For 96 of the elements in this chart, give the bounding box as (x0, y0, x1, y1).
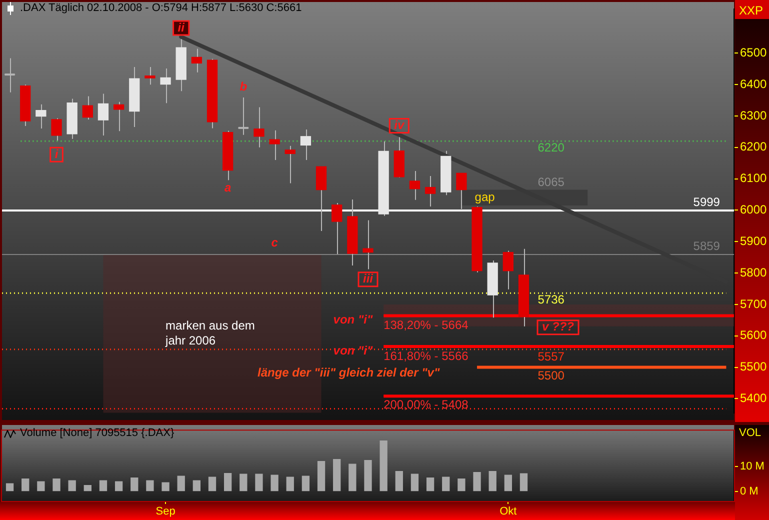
annotation: iii (362, 272, 374, 286)
candlestick (254, 106, 264, 148)
bar (426, 477, 434, 492)
y-tick-label: 0 M (740, 485, 758, 498)
y-tick-label: 5400 (740, 390, 768, 405)
candlestick (51, 118, 62, 141)
annotation: 161,80% - 5566 (384, 348, 469, 363)
y-tick-label: 5600 (740, 328, 768, 342)
candlestick (82, 96, 93, 120)
chart-title: Volume [None] 7095515 {.DAX} (20, 427, 174, 440)
y-tick-label: 10 M (740, 460, 764, 472)
candlestick (456, 172, 467, 210)
ref-line-label: 5557 (538, 350, 565, 364)
candlestick (424, 175, 436, 207)
bar (333, 458, 341, 492)
y-tick-label: 5900 (740, 234, 768, 248)
y-tick-label: 5500 (740, 360, 768, 374)
candlestick (332, 202, 342, 255)
bar (348, 464, 356, 492)
ref-line-label: 5859 (693, 238, 720, 253)
annotation: 6065 (538, 175, 565, 190)
bar (488, 470, 496, 492)
annotation: von "i" (333, 312, 373, 326)
bar (224, 472, 232, 492)
ref-line-label: 5500 (538, 368, 565, 383)
ref-line-label: 5736 (538, 292, 565, 306)
candlestick (300, 128, 312, 160)
candlestick (113, 101, 124, 132)
bar (177, 476, 185, 492)
y-tick-label: 6500 (740, 45, 768, 60)
y-axis-title: VOL (739, 427, 762, 440)
bar (286, 476, 294, 492)
bar (130, 477, 138, 492)
bar (208, 476, 216, 492)
bar (146, 480, 154, 492)
annotation: b (240, 79, 248, 94)
candlestick (362, 220, 374, 270)
y-tick-label: 5800 (740, 265, 768, 280)
x-tick-label: Okt (500, 506, 517, 518)
bar (302, 476, 310, 492)
annotation: 200,00% - 5408 (384, 397, 469, 412)
bar (410, 474, 419, 492)
ref-line-label: 6220 (538, 140, 565, 154)
y-tick-label: 6300 (740, 108, 768, 122)
bar (504, 474, 512, 492)
y-tick-label: 6200 (740, 140, 768, 154)
candlestick (502, 250, 514, 290)
bar (99, 480, 108, 492)
bar (473, 472, 481, 492)
bar (255, 474, 263, 492)
bar (240, 474, 248, 492)
bar (442, 476, 450, 492)
annotation: v ??? (542, 320, 575, 334)
annotation: länge der "iii" gleich ziel der "v" (257, 365, 440, 380)
bar (458, 478, 466, 492)
y-tick-label: 5700 (740, 296, 768, 311)
bar (270, 474, 278, 492)
candlestick (98, 93, 109, 136)
candlestick (409, 170, 420, 200)
y-tick-label: 6000 (740, 202, 768, 217)
annotation: a (224, 180, 232, 194)
candlestick (269, 130, 280, 160)
bar (114, 481, 123, 492)
bar (395, 470, 403, 492)
y-tick-label: 6400 (740, 76, 768, 91)
annotation: i (54, 146, 59, 161)
bar (162, 482, 170, 492)
annotation: von "i" (333, 343, 373, 358)
bar (520, 473, 528, 492)
bar (380, 440, 388, 492)
y-axis-title: XXP (739, 3, 764, 18)
candlestick (316, 166, 327, 232)
bar (68, 480, 76, 492)
bar (6, 483, 14, 492)
band-label: gap (474, 190, 496, 204)
bar (52, 478, 60, 492)
annotation: 138,20% - 5664 (384, 318, 469, 332)
bar (317, 460, 326, 492)
x-tick-label: Sep (156, 506, 176, 518)
candlestick (284, 145, 296, 184)
bar (84, 484, 92, 492)
annotation: c (271, 235, 278, 250)
candlestick (144, 66, 156, 86)
candlestick (36, 104, 46, 130)
chart-title: .DAX Täglich 02.10.2008 - O:5794 H:5877 L:5630 C:5661 (20, 2, 302, 14)
bar (37, 481, 45, 492)
candlestick (160, 68, 171, 104)
annotation: iv (394, 118, 406, 132)
bar (22, 478, 30, 492)
band-label: marken aus dem jahr 2006 (164, 318, 255, 348)
bar (364, 460, 372, 492)
y-tick-label: 6100 (740, 171, 768, 186)
candlestick (191, 48, 202, 73)
annotation: ii (178, 20, 186, 34)
bar (192, 480, 201, 492)
ref-line-label: 5999 (693, 194, 720, 209)
